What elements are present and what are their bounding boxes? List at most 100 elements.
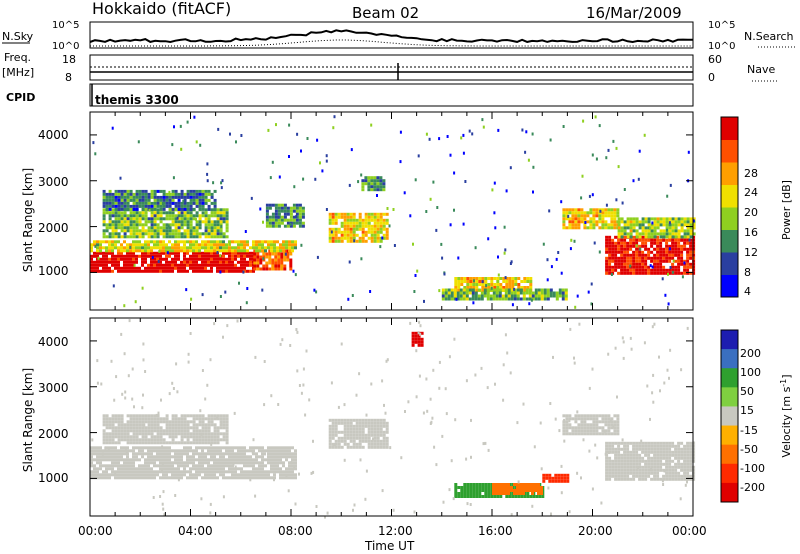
heatmap-cell <box>231 455 234 458</box>
heatmap-cell <box>171 476 174 479</box>
heatmap-cell <box>663 223 666 226</box>
heatmap-cell <box>501 486 504 489</box>
heatmap-cell <box>644 472 647 475</box>
heatmap-cell <box>211 208 214 211</box>
heatmap-cell <box>660 235 663 238</box>
heatmap-cell <box>689 475 692 478</box>
heatmap-cell <box>267 449 270 452</box>
heatmap-cell <box>147 455 150 458</box>
heatmap-cell <box>288 449 291 452</box>
heatmap-cell <box>556 295 559 298</box>
heatmap-cell <box>103 429 106 432</box>
heatmap-cell <box>121 435 124 438</box>
heatmap-cell <box>154 226 157 229</box>
heatmap-cell <box>671 245 674 248</box>
heatmap-cell <box>111 449 114 452</box>
heatmap-cell <box>279 249 282 252</box>
heatmap-cell <box>270 446 273 449</box>
heatmap-cell <box>133 214 136 217</box>
heatmap-cell <box>644 451 647 454</box>
heatmap-cell <box>350 446 353 449</box>
heatmap-cell <box>259 268 262 271</box>
heatmap-cell <box>280 262 283 265</box>
heatmap-cell <box>469 289 472 292</box>
heatmap-cell <box>223 432 226 435</box>
heatmap-cell <box>225 452 228 455</box>
heatmap-cell <box>617 242 620 245</box>
heatmap-cell <box>677 266 680 269</box>
heatmap-cell <box>654 229 657 232</box>
heatmap-cell <box>622 202 624 205</box>
heatmap-cell <box>638 454 641 457</box>
heatmap-cell <box>583 417 586 420</box>
heatmap-cell <box>136 196 139 199</box>
heatmap-cell <box>460 489 463 492</box>
heatmap-cell <box>650 264 652 267</box>
heatmap-cell <box>445 292 448 295</box>
heatmap-cell <box>689 469 692 472</box>
heatmap-cell <box>261 246 264 249</box>
heatmap-cell <box>620 260 623 263</box>
heatmap-cell <box>234 258 237 261</box>
heatmap-cell <box>613 226 616 229</box>
heatmap-cell <box>301 392 303 395</box>
heatmap-cell <box>187 420 190 423</box>
heatmap-cell <box>505 289 508 292</box>
heatmap-cell <box>220 426 223 429</box>
heatmap-cell <box>202 293 204 296</box>
heatmap-cell <box>222 267 225 270</box>
heatmap-cell <box>255 461 258 464</box>
heatmap-cell <box>656 454 659 457</box>
heatmap-cell <box>374 219 377 222</box>
heatmap-cell <box>114 246 117 249</box>
heatmap-cell <box>133 417 136 420</box>
velocity-colorbar-swatch <box>721 426 738 446</box>
heatmap-cell <box>662 463 665 466</box>
heatmap-cell <box>168 461 171 464</box>
heatmap-cell <box>651 217 654 220</box>
heatmap-cell <box>261 289 263 292</box>
heatmap-cell <box>642 223 645 226</box>
heatmap-cell <box>246 455 249 458</box>
heatmap-cell <box>178 229 181 232</box>
heatmap-cell <box>632 266 635 269</box>
heatmap-cell <box>647 448 650 451</box>
heatmap-cell <box>589 220 592 223</box>
heatmap-cell <box>528 483 531 486</box>
heatmap-cell <box>532 166 534 169</box>
heatmap-cell <box>389 224 391 227</box>
heatmap-cell <box>172 441 175 444</box>
heatmap-cell <box>611 260 614 263</box>
heatmap-cell <box>454 486 457 489</box>
heatmap-cell <box>660 229 663 232</box>
heatmap-cell <box>278 225 281 228</box>
heatmap-cell <box>674 251 677 254</box>
heatmap-cell <box>205 226 208 229</box>
heatmap-cell <box>133 208 136 211</box>
heatmap-cell <box>213 470 216 473</box>
heatmap-cell <box>192 461 195 464</box>
heatmap-cell <box>187 121 189 124</box>
heatmap-cell <box>672 220 675 223</box>
heatmap-cell <box>675 217 678 220</box>
heatmap-cell <box>492 489 495 492</box>
heatmap-cell <box>144 446 147 449</box>
heatmap-cell <box>678 223 681 226</box>
heatmap-cell <box>604 211 607 214</box>
heatmap-cell <box>608 239 611 242</box>
heatmap-cell <box>133 223 136 226</box>
heatmap-cell <box>199 441 202 444</box>
heatmap-cell <box>478 280 481 283</box>
heatmap-cell <box>246 249 249 252</box>
heatmap-cell <box>481 486 484 489</box>
heatmap-cell <box>359 219 362 222</box>
heatmap-cell <box>196 226 199 229</box>
heatmap-cell <box>216 452 219 455</box>
heatmap-cell <box>189 470 192 473</box>
heatmap-cell <box>204 264 207 267</box>
heatmap-cell <box>359 437 362 440</box>
heatmap-cell <box>154 214 157 217</box>
heatmap-cell <box>276 240 279 243</box>
heatmap-cell <box>650 239 653 242</box>
heatmap-cell <box>526 495 529 498</box>
